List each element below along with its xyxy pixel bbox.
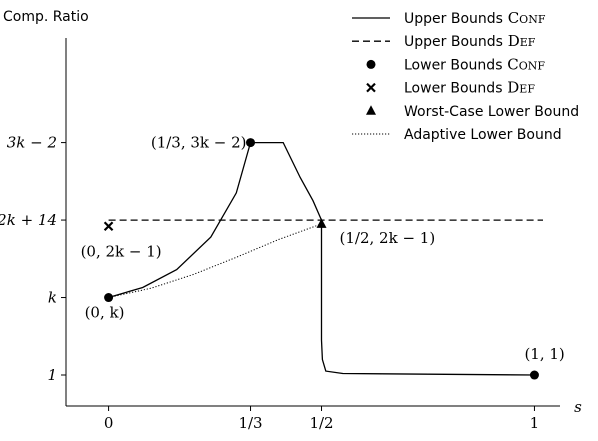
legend-item: Upper Bounds Conf — [352, 9, 546, 27]
x-tick-label: 0 — [104, 414, 114, 432]
legend-swatch — [366, 82, 376, 93]
legend-label: Upper Bounds Conf — [404, 9, 546, 27]
legend-label: Lower Bounds Conf — [404, 55, 545, 73]
legend-item: Upper Bounds Def — [352, 32, 536, 50]
legend-label-text: Adaptive Lower Bound — [404, 127, 562, 143]
legend-item: Lower Bounds Conf — [366, 55, 545, 73]
annotation: (0, 2k − 1) — [81, 242, 162, 260]
legend-label-text: Lower Bounds — [404, 81, 503, 97]
series-marker-4 — [316, 218, 327, 228]
legend-label-smallcaps: Conf — [503, 55, 546, 73]
legend-label-smallcaps: Def — [503, 32, 536, 50]
x-tick-label: 1 — [530, 414, 540, 432]
legend-label: Adaptive Lower Bound — [404, 127, 562, 143]
y-axis-label: Comp. Ratio — [3, 9, 89, 25]
y-tick-label: 2k + 14 — [0, 211, 57, 229]
legend-label-text: Worst-Case Lower Bound — [404, 104, 579, 120]
series-line-5 — [108, 223, 322, 298]
y-tick-label: 3k − 2 — [7, 134, 57, 152]
legend-label: Worst-Case Lower Bound — [404, 104, 579, 120]
legend-item: Adaptive Lower Bound — [352, 127, 562, 143]
legend-item: Lower Bounds Def — [366, 79, 535, 97]
series-marker-2 — [529, 370, 539, 380]
x-tick-label: 1/3 — [238, 414, 262, 432]
y-tick-label: 1 — [47, 366, 57, 384]
annotation: (1/2, 2k − 1) — [340, 229, 436, 247]
x-axis-label: s — [574, 398, 582, 416]
legend-swatch — [366, 59, 376, 69]
y-tick-label: k — [48, 289, 57, 307]
annotation: (1/3, 3k − 2) — [151, 134, 247, 152]
legend-label-text: Lower Bounds — [404, 57, 503, 73]
legend-label-smallcaps: Conf — [503, 9, 546, 27]
series-line-0 — [108, 141, 535, 376]
plot-area: s 0 1/3 1/2 1 1 k 2k + 14 3k − 2 (0, k) (0, 2k − 1… — [0, 38, 582, 432]
legend-label-text: Upper Bounds — [404, 34, 503, 50]
legend-swatch — [366, 105, 376, 115]
legend-label-smallcaps: Def — [503, 79, 536, 97]
legend-item: Worst-Case Lower Bound — [366, 104, 579, 120]
series-marker-2 — [104, 293, 114, 303]
annotation: (1, 1) — [524, 345, 564, 363]
legend-label: Lower Bounds Def — [404, 79, 535, 97]
x-tick-label: 1/2 — [309, 414, 333, 432]
series-marker-3 — [103, 221, 114, 232]
legend-label-text: Upper Bounds — [404, 11, 503, 27]
annotation: (0, k) — [85, 304, 125, 322]
legend-label: Upper Bounds Def — [404, 32, 536, 50]
series-marker-2 — [246, 138, 256, 148]
